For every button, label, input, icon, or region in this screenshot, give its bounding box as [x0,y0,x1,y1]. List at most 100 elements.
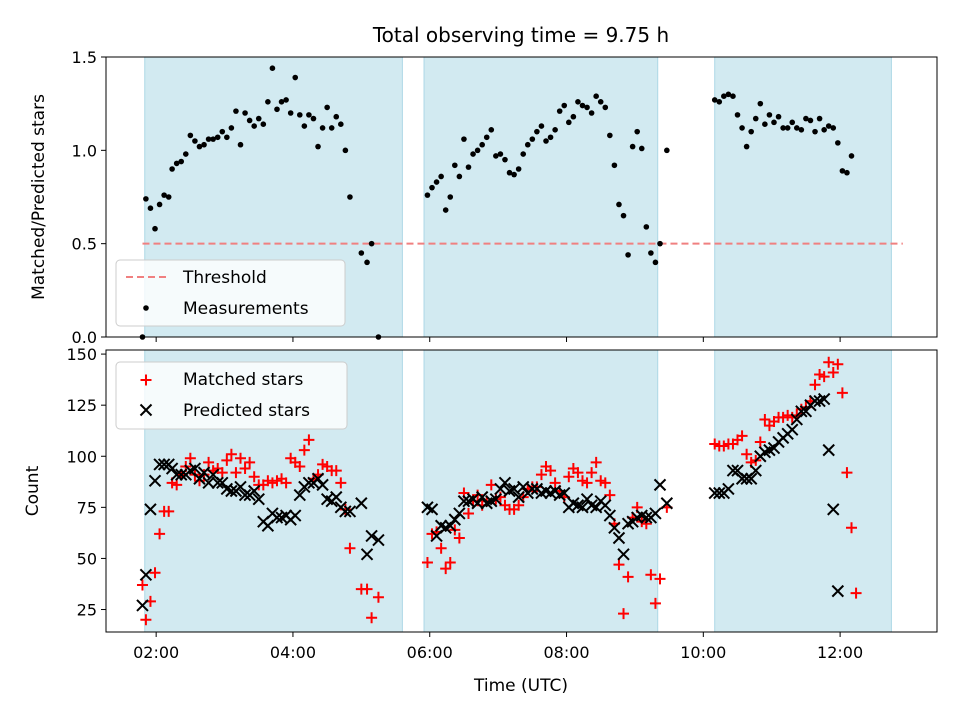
measurement-point [192,138,198,144]
predicted-stars-point [444,519,457,532]
predicted-stars-point [576,501,589,514]
measurement-point [147,205,154,211]
predicted-stars-point [448,513,462,526]
measurement-point [721,93,727,99]
matched-stars-point [581,477,593,489]
measurement-point [461,136,467,142]
predicted-stars-point [339,505,352,518]
x-axis-label: Time (UTC) [473,676,568,696]
y-axis-label: Matched/Predicted stars [29,94,49,300]
measurement-point [265,99,271,105]
predicted-stars-point [471,497,484,510]
measurement-point [803,115,809,122]
measurement-point [538,123,545,129]
predicted-stars-point [188,462,202,475]
predicted-stars-point [795,405,808,418]
measurement-point [328,125,335,131]
predicted-stars-point [136,599,149,612]
matched-stars-point [230,467,242,479]
matched-stars-point [149,567,161,579]
matched-stars-point [140,614,152,626]
measurement-point [156,201,163,208]
measurement-point [201,141,207,148]
predicted-stars-point [343,505,357,518]
matched-stars-point [421,557,433,569]
measurement-point [611,162,618,169]
predicted-stars-point [653,478,667,492]
measurement-point [602,104,609,111]
y-tick-label: 1.0 [72,141,97,160]
x-tick-label: 12:00 [817,643,863,662]
measurement-point [456,173,463,180]
observing-window-3 [714,350,892,632]
predicted-stars-point [311,472,325,485]
measurement-point [762,121,768,127]
measurement-point [347,194,353,200]
measurement-point [506,169,513,176]
measurement-point [269,65,276,71]
measurement-point [169,166,175,172]
predicted-stars-point [660,497,674,510]
predicted-stars-point [735,472,749,485]
predicted-stars-point [193,472,206,485]
predicted-stars-point [558,486,571,500]
measurement-point [338,121,344,127]
measurement-point [497,151,504,157]
measurement-point [716,99,723,105]
measurement-point [593,93,599,99]
measurement-point [844,169,850,176]
x-tick-label: 04:00 [270,643,316,662]
measurement-point [798,127,805,133]
matched-stars-point [225,448,237,460]
matched-stars-point [136,579,148,591]
predicted-stars-point [289,509,302,522]
measurement-point [607,132,613,139]
measurement-point [739,125,745,131]
predicted-stars-point [270,511,284,524]
panel-1: 0.0 0.5 1.0 1.5 Matched/Predicted stars Thres… [29,48,938,347]
predicted-stars-point [822,443,835,457]
matched-stars-point [244,456,256,468]
measurement-point [616,201,622,208]
y-axis-label: Count [23,465,43,516]
matched-stars-point [649,597,661,609]
predicted-stars-point [608,521,621,534]
measurement-point [438,173,444,180]
matched-stars-point [654,573,666,585]
matched-stars-point [572,467,584,479]
matched-stars-point [248,471,260,483]
measurement-point [743,143,750,150]
measurement-point [529,136,536,142]
measurement-point [597,99,604,105]
measurement-point [224,134,230,141]
predicted-stars-point [526,482,539,496]
measurement-point [470,151,476,157]
matched-stars-point [330,465,342,477]
measurement-point [664,147,670,154]
matched-stars-point [453,532,465,544]
panels: 0.0 0.5 1.0 1.5 Matched/Predicted stars Thres… [23,48,938,662]
measurement-point [274,106,280,113]
legend-predicted-swatch [139,403,153,417]
legend-box [115,259,346,327]
measurement-point [748,128,754,135]
matched-stars-point [586,467,598,479]
matched-stars-point [221,454,233,466]
measurement-point [283,97,289,103]
measurement-point [143,196,149,202]
predicted-stars-point [293,488,306,502]
measurement-point [652,259,659,266]
predicted-stars-point [457,495,471,508]
measurement-point [196,143,203,150]
predicted-stars-point [767,441,781,455]
measurement-point [246,117,253,124]
predicted-stars-point [640,511,653,524]
measurement-point [214,134,221,141]
predicted-stars-point [252,492,265,506]
measurement-point [711,97,718,103]
measurement-point [730,93,736,99]
matched-stars-point [184,452,196,464]
predicted-stars-point [157,458,171,471]
matched-stars-point [604,489,616,501]
measurement-point [584,104,590,111]
